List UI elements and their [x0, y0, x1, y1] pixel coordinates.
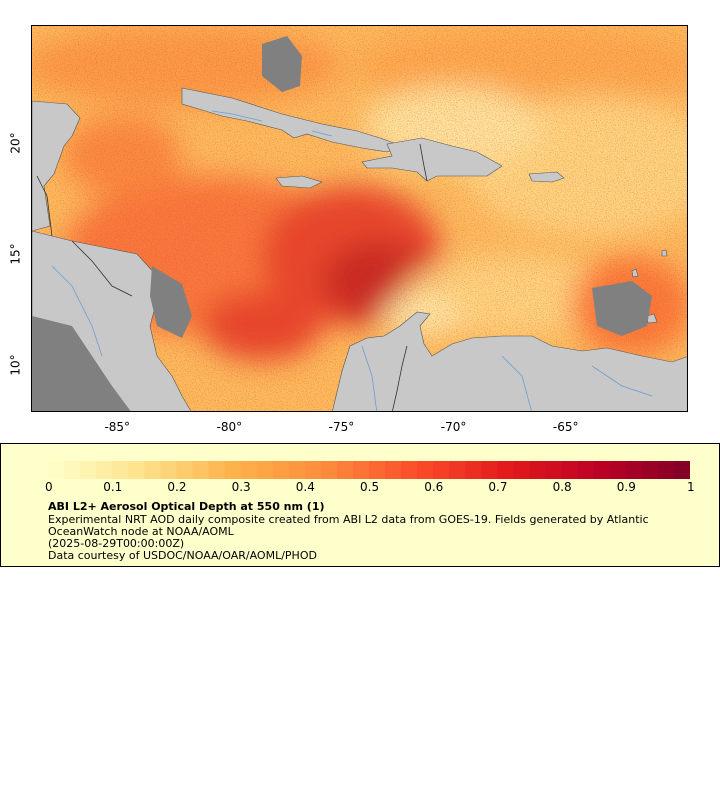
- colorbar-segment: [625, 461, 643, 479]
- colorbar-tick-label: 0.3: [231, 480, 251, 494]
- aod-map: [32, 26, 687, 411]
- colorbar-segment: [369, 461, 386, 479]
- yucatan-peninsula: [32, 100, 81, 232]
- colorbar-segment: [128, 461, 145, 479]
- colorbar-tick-label: 0.7: [488, 480, 508, 494]
- colorbar-segment: [112, 461, 129, 479]
- colorbar-segment: [48, 461, 65, 479]
- colorbar-segment: [577, 461, 595, 479]
- y-tick-label: 10°: [8, 353, 23, 376]
- colorbar-segment: [208, 461, 226, 479]
- lakes: [32, 36, 652, 411]
- legend-description: Experimental NRT AOD daily composite cre…: [48, 513, 649, 538]
- legend-time: (2025-08-29T00:00:00Z): [48, 537, 185, 550]
- florida-peninsula-lake: [262, 36, 302, 92]
- highlands-dark: [32, 316, 131, 411]
- colorbar-segment: [417, 461, 434, 479]
- y-tick-label: 15°: [8, 243, 23, 265]
- colorbar-segment: [401, 461, 418, 479]
- colorbar-segment: [304, 461, 322, 479]
- colorbar-tick-label: 0.9: [616, 480, 636, 494]
- lake-maracaibo: [592, 281, 652, 336]
- colorbar-segment: [497, 461, 514, 479]
- legend-credit: Data courtesy of USDOC/NOAA/OAR/AOML/PHO…: [48, 549, 317, 562]
- colorbar-segment: [545, 461, 563, 479]
- colorbar-segment: [673, 461, 690, 479]
- colorbar-segment: [256, 461, 274, 479]
- colorbar-segment: [513, 461, 530, 479]
- jamaica: [275, 175, 323, 189]
- colorbar-segment: [176, 461, 193, 479]
- colorbar-segment: [64, 461, 81, 479]
- map-panel: [31, 25, 688, 412]
- colorbar-segment: [481, 461, 498, 479]
- colorbar-tick-label: 0.1: [103, 480, 123, 494]
- colorbar-segment: [224, 461, 242, 479]
- colorbar-tick-label: 0: [45, 480, 53, 494]
- colorbar-tick-label: 0.5: [360, 480, 380, 494]
- legend-panel: 0 0.1 0.2 0.3 0.4 0.5 0.6 0.7 0.8 0.9 1 ABI L2+ Ae…: [0, 443, 720, 567]
- colorbar-tick-label: 1: [687, 480, 695, 494]
- colorbar-segment: [641, 461, 659, 479]
- colorbar-segment: [609, 461, 627, 479]
- colorbar-tick-label: 0.4: [295, 480, 315, 494]
- colorbar-segment: [192, 461, 209, 479]
- x-tick-label: -80°: [216, 420, 243, 434]
- lake-nicaragua: [150, 266, 192, 338]
- rivers: [51, 110, 653, 411]
- puerto-rico: [528, 171, 565, 183]
- x-tick-label: -75°: [328, 420, 355, 434]
- colorbar-tick-label: 0.2: [167, 480, 187, 494]
- colorbar-segment: [561, 461, 579, 479]
- colorbar-segment: [352, 461, 370, 479]
- country-borders: [36, 143, 428, 411]
- x-tick-label: -85°: [104, 420, 131, 434]
- legend-title: ABI L2+ Aerosol Optical Depth at 550 nm …: [48, 500, 325, 513]
- colorbar: [48, 461, 690, 479]
- colorbar-tick-label: 0.8: [552, 480, 572, 494]
- colorbar-segment: [320, 461, 338, 479]
- hispaniola: [361, 137, 503, 182]
- colorbar-segment: [272, 461, 290, 479]
- colorbar-segment: [385, 461, 402, 479]
- colorbar-segment: [288, 461, 306, 479]
- colorbar-segment: [240, 461, 258, 479]
- south-america: [332, 311, 687, 411]
- colorbar-segment: [529, 461, 547, 479]
- x-tick-label: -65°: [552, 420, 579, 434]
- colorbar-segment: [336, 461, 354, 479]
- colorbar-segment: [593, 461, 611, 479]
- colorbar-segment: [433, 461, 450, 479]
- colorbar-segment: [96, 461, 113, 479]
- cuba: [181, 87, 403, 153]
- colorbar-tick-label: 0.6: [424, 480, 444, 494]
- colorbar-segment: [144, 461, 161, 479]
- y-tick-label: 20°: [8, 132, 23, 155]
- colorbar-segment: [449, 461, 466, 479]
- colorbar-segment: [160, 461, 177, 479]
- colorbar-segment: [657, 461, 675, 479]
- x-tick-label: -70°: [440, 420, 467, 434]
- colorbar-segment: [80, 461, 97, 479]
- colorbar-segment: [465, 461, 482, 479]
